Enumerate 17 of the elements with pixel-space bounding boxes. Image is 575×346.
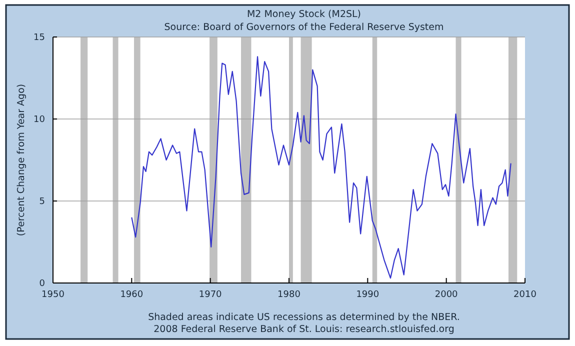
x-tick-label: 2000 bbox=[434, 290, 458, 300]
y-axis-title: (Percent Change from Year Ago) bbox=[16, 84, 27, 236]
y-tick-label: 15 bbox=[34, 33, 45, 43]
y-tick-label: 5 bbox=[39, 197, 45, 207]
x-tick-label: 1980 bbox=[278, 290, 301, 300]
x-tick-label: 1990 bbox=[356, 290, 380, 300]
text: Shaded areas indicate US recessions as determined by the NBER. bbox=[148, 312, 460, 323]
y-tick-label: 0 bbox=[39, 279, 46, 289]
x-tick-label: 2010 bbox=[514, 290, 537, 300]
chart-subtitle: Source: Board of Governors of the Federal Reserve System bbox=[164, 22, 444, 33]
x-tick-label: 1950 bbox=[42, 290, 65, 300]
x-tick-label: 1960 bbox=[120, 290, 144, 300]
x-tick-label: 1970 bbox=[198, 290, 222, 300]
chart-title: M2 Money Stock (M2SL) bbox=[246, 9, 362, 20]
text: 2008 Federal Reserve Bank of St. Louis: research.stlouisfed.org bbox=[154, 324, 454, 335]
line-series bbox=[131, 56, 512, 279]
y-tick-label: 10 bbox=[34, 115, 46, 125]
